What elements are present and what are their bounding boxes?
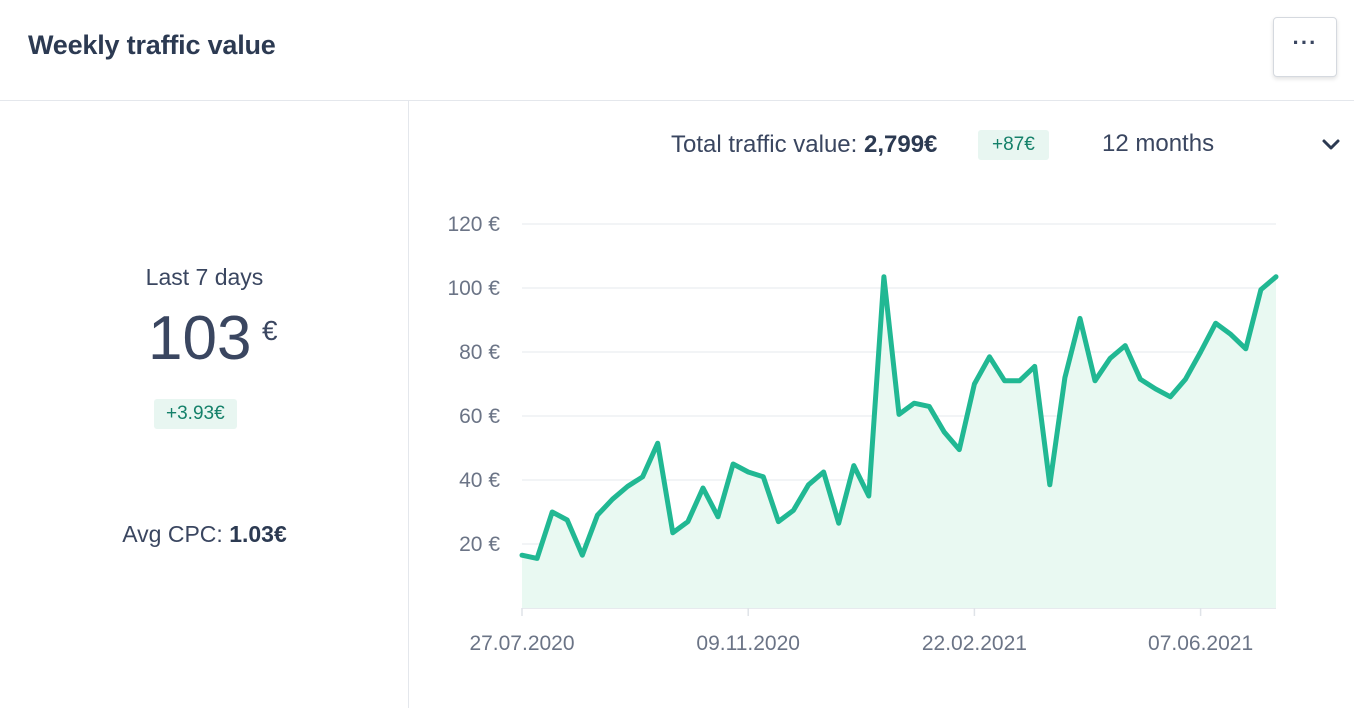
avg-cpc-label: Avg CPC:: [122, 521, 223, 547]
y-axis: 20 € 40 € 60 € 80 € 100 € 120 €: [447, 213, 500, 556]
series-line: [519, 274, 1279, 561]
total-delta-badge: +87€: [978, 130, 1049, 160]
total-traffic-summary: Total traffic value: 2,799€: [671, 131, 937, 159]
more-icon: ···: [1292, 30, 1318, 55]
x-tick-label: 27.07.2020: [469, 632, 574, 655]
y-tick-label: 20 €: [459, 533, 500, 556]
y-tick-label: 120 €: [447, 213, 500, 236]
x-tick-label: 22.02.2021: [922, 632, 1027, 655]
total-value: 2,799€: [864, 131, 938, 158]
weekly-value: 103: [148, 304, 252, 373]
weekly-delta-badge: +3.93€: [154, 399, 237, 429]
y-tick-label: 80 €: [459, 341, 500, 364]
chevron-down-icon[interactable]: [1320, 134, 1342, 156]
card-title: Weekly traffic value: [28, 30, 276, 60]
y-tick-label: 40 €: [459, 469, 500, 492]
y-tick-label: 100 €: [447, 277, 500, 300]
weekly-value-unit: €: [262, 315, 278, 346]
series-area: [522, 276, 1276, 608]
period-label: Last 7 days: [145, 264, 264, 290]
card-header: Weekly traffic value ···: [0, 0, 1354, 101]
more-options-button[interactable]: ···: [1273, 17, 1337, 77]
x-tick-label: 09.11.2020: [696, 632, 800, 655]
stats-panel: Last 7 days 103 € +3.93€ Avg CPC: 1.03€: [0, 101, 409, 708]
range-select-value[interactable]: 12 months: [1102, 130, 1215, 157]
avg-cpc-value: 1.03€: [229, 521, 287, 547]
x-tick-label: 07.06.2021: [1148, 632, 1253, 655]
avg-cpc: Avg CPC: 1.03€: [0, 521, 409, 548]
traffic-chart: 20 € 40 € 60 € 80 € 100 € 120 € 27.07.2020 09.…: [447, 213, 1279, 655]
y-tick-label: 60 €: [459, 405, 500, 428]
total-label: Total traffic value:: [671, 131, 858, 158]
x-axis: 27.07.2020 09.11.2020 22.02.2021 07.06.2021: [469, 608, 1253, 655]
